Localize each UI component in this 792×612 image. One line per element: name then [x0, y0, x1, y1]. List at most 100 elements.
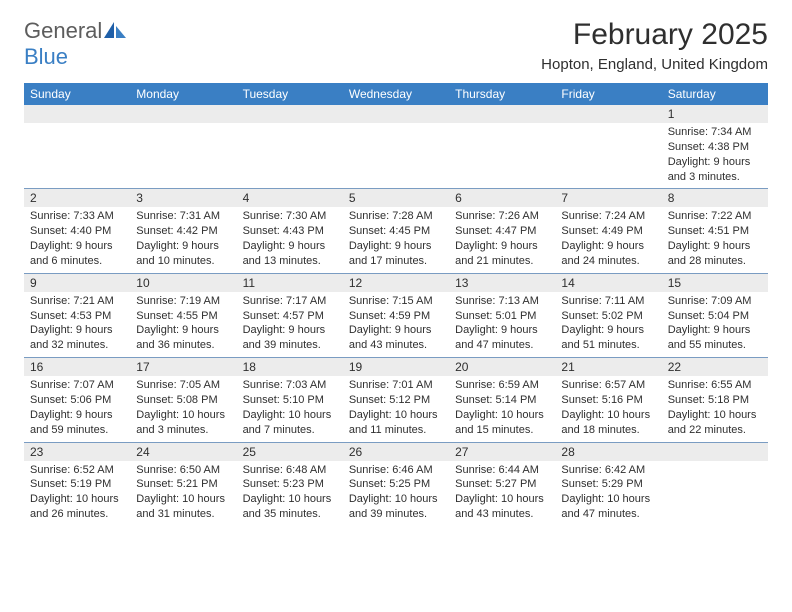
sunset-text: Sunset: 5:16 PM: [561, 393, 655, 408]
sunrise-text: Sunrise: 7:26 AM: [455, 209, 549, 224]
sunset-text: Sunset: 4:43 PM: [243, 224, 337, 239]
weekday-row: Sunday Monday Tuesday Wednesday Thursday…: [24, 83, 768, 105]
daylight-text: Daylight: 10 hours and 35 minutes.: [243, 492, 337, 522]
day-number: [24, 105, 130, 123]
title-block: February 2025 Hopton, England, United Ki…: [541, 18, 768, 73]
day-number: 13: [449, 274, 555, 292]
calendar-day-cell: 23Sunrise: 6:52 AMSunset: 5:19 PMDayligh…: [24, 442, 130, 526]
day-number: 19: [343, 358, 449, 376]
calendar-day-cell: [662, 442, 768, 526]
day-number: 26: [343, 443, 449, 461]
daylight-text: Daylight: 9 hours and 17 minutes.: [349, 239, 443, 269]
calendar-week-row: 1Sunrise: 7:34 AMSunset: 4:38 PMDaylight…: [24, 105, 768, 189]
daylight-text: Daylight: 10 hours and 43 minutes.: [455, 492, 549, 522]
calendar-week-row: 2Sunrise: 7:33 AMSunset: 4:40 PMDaylight…: [24, 189, 768, 273]
logo-text-blue: Blue: [24, 44, 68, 69]
sunrise-text: Sunrise: 7:21 AM: [30, 294, 124, 309]
day-details: Sunrise: 6:52 AMSunset: 5:19 PMDaylight:…: [24, 461, 130, 526]
header: General Blue February 2025 Hopton, Engla…: [24, 18, 768, 73]
day-details: Sunrise: 7:15 AMSunset: 4:59 PMDaylight:…: [343, 292, 449, 357]
logo: General Blue: [24, 18, 126, 70]
sunrise-text: Sunrise: 7:24 AM: [561, 209, 655, 224]
sunset-text: Sunset: 5:08 PM: [136, 393, 230, 408]
sunset-text: Sunset: 4:45 PM: [349, 224, 443, 239]
day-details: Sunrise: 7:26 AMSunset: 4:47 PMDaylight:…: [449, 207, 555, 272]
day-details: Sunrise: 7:31 AMSunset: 4:42 PMDaylight:…: [130, 207, 236, 272]
sunrise-text: Sunrise: 7:15 AM: [349, 294, 443, 309]
day-details: Sunrise: 7:22 AMSunset: 4:51 PMDaylight:…: [662, 207, 768, 272]
day-number: 6: [449, 189, 555, 207]
calendar-day-cell: [449, 105, 555, 189]
calendar-day-cell: 2Sunrise: 7:33 AMSunset: 4:40 PMDaylight…: [24, 189, 130, 273]
daylight-text: Daylight: 9 hours and 24 minutes.: [561, 239, 655, 269]
day-details: Sunrise: 7:05 AMSunset: 5:08 PMDaylight:…: [130, 376, 236, 441]
weekday-header: Tuesday: [237, 83, 343, 105]
calendar-body: 1 Sunrise: 7:34 AMSunset: 4:38 PM Daylight…: [24, 105, 768, 526]
logo-sail-icon: [104, 22, 126, 38]
day-number: 22: [662, 358, 768, 376]
weekday-header: Wednesday: [343, 83, 449, 105]
sunset-text: Sunset: 5:06 PM: [30, 393, 124, 408]
daylight-text: Daylight: 9 hours and 13 minutes.: [243, 239, 337, 269]
day-number: 3: [130, 189, 236, 207]
daylight-text: Daylight: 9 hours and 47 minutes.: [455, 323, 549, 353]
sunrise-text: Sunrise: 7:05 AM: [136, 378, 230, 393]
calendar-day-cell: 20Sunrise: 6:59 AMSunset: 5:14 PMDayligh…: [449, 358, 555, 442]
daylight-text: Daylight: 10 hours and 15 minutes.: [455, 408, 549, 438]
calendar-day-cell: [343, 105, 449, 189]
calendar-day-cell: 24Sunrise: 6:50 AMSunset: 5:21 PMDayligh…: [130, 442, 236, 526]
sunrise-text: Sunrise: 6:42 AM: [561, 463, 655, 478]
calendar-day-cell: 21Sunrise: 6:57 AMSunset: 5:16 PMDayligh…: [555, 358, 661, 442]
sunset-text: Sunset: 4:59 PM: [349, 309, 443, 324]
calendar-day-cell: 3Sunrise: 7:31 AMSunset: 4:42 PMDaylight…: [130, 189, 236, 273]
sunset-text: Sunset: 5:19 PM: [30, 477, 124, 492]
day-number: 16: [24, 358, 130, 376]
calendar-week-row: 16Sunrise: 7:07 AMSunset: 5:06 PMDayligh…: [24, 358, 768, 442]
calendar-day-cell: 10Sunrise: 7:19 AMSunset: 4:55 PMDayligh…: [130, 273, 236, 357]
sunset-text: Sunset: 5:18 PM: [668, 393, 762, 408]
day-details: Sunrise: 7:28 AMSunset: 4:45 PMDaylight:…: [343, 207, 449, 272]
day-number: 8: [662, 189, 768, 207]
sunrise-text: Sunrise: 7:01 AM: [349, 378, 443, 393]
day-details: Sunrise: 7:11 AMSunset: 5:02 PMDaylight:…: [555, 292, 661, 357]
day-number: [343, 105, 449, 123]
location-text: Hopton, England, United Kingdom: [541, 56, 768, 73]
sunset-text: Sunset: 5:01 PM: [455, 309, 549, 324]
day-details: Sunrise: 6:50 AMSunset: 5:21 PMDaylight:…: [130, 461, 236, 526]
sunrise-text: Sunrise: 7:33 AM: [30, 209, 124, 224]
sunset-text: Sunset: 5:10 PM: [243, 393, 337, 408]
calendar-week-row: 23Sunrise: 6:52 AMSunset: 5:19 PMDayligh…: [24, 442, 768, 526]
sunset-text: Sunset: 5:04 PM: [668, 309, 762, 324]
calendar-day-cell: [237, 105, 343, 189]
day-details: Sunrise: 7:09 AMSunset: 5:04 PMDaylight:…: [662, 292, 768, 357]
day-number: 4: [237, 189, 343, 207]
daylight-text: Daylight: 9 hours and 21 minutes.: [455, 239, 549, 269]
sunset-text: Sunset: 4:38 PM: [668, 140, 762, 155]
day-number: 1: [662, 105, 768, 123]
sunset-text: Sunset: 5:23 PM: [243, 477, 337, 492]
day-number: 18: [237, 358, 343, 376]
day-number: 21: [555, 358, 661, 376]
day-number: [555, 105, 661, 123]
sunrise-text: Sunrise: 6:52 AM: [30, 463, 124, 478]
day-number: [662, 443, 768, 461]
daylight-text: Daylight: 9 hours and 10 minutes.: [136, 239, 230, 269]
sunrise-text: Sunrise: 7:13 AM: [455, 294, 549, 309]
calendar-day-cell: 5Sunrise: 7:28 AMSunset: 4:45 PMDaylight…: [343, 189, 449, 273]
day-number: [449, 105, 555, 123]
sunrise-text: Sunrise: 6:59 AM: [455, 378, 549, 393]
day-details: Sunrise: 7:21 AMSunset: 4:53 PMDaylight:…: [24, 292, 130, 357]
day-details: Sunrise: 7:24 AMSunset: 4:49 PMDaylight:…: [555, 207, 661, 272]
day-number: 17: [130, 358, 236, 376]
daylight-text: Daylight: 10 hours and 31 minutes.: [136, 492, 230, 522]
day-number: 12: [343, 274, 449, 292]
calendar-day-cell: 15Sunrise: 7:09 AMSunset: 5:04 PMDayligh…: [662, 273, 768, 357]
day-number: [237, 105, 343, 123]
day-details: Sunrise: 7:07 AMSunset: 5:06 PMDaylight:…: [24, 376, 130, 441]
calendar-day-cell: 28Sunrise: 6:42 AMSunset: 5:29 PMDayligh…: [555, 442, 661, 526]
weekday-header: Thursday: [449, 83, 555, 105]
day-number: 20: [449, 358, 555, 376]
calendar-day-cell: 17Sunrise: 7:05 AMSunset: 5:08 PMDayligh…: [130, 358, 236, 442]
daylight-text: Daylight: 9 hours and 51 minutes.: [561, 323, 655, 353]
sunrise-text: Sunrise: 7:34 AM: [668, 125, 762, 140]
